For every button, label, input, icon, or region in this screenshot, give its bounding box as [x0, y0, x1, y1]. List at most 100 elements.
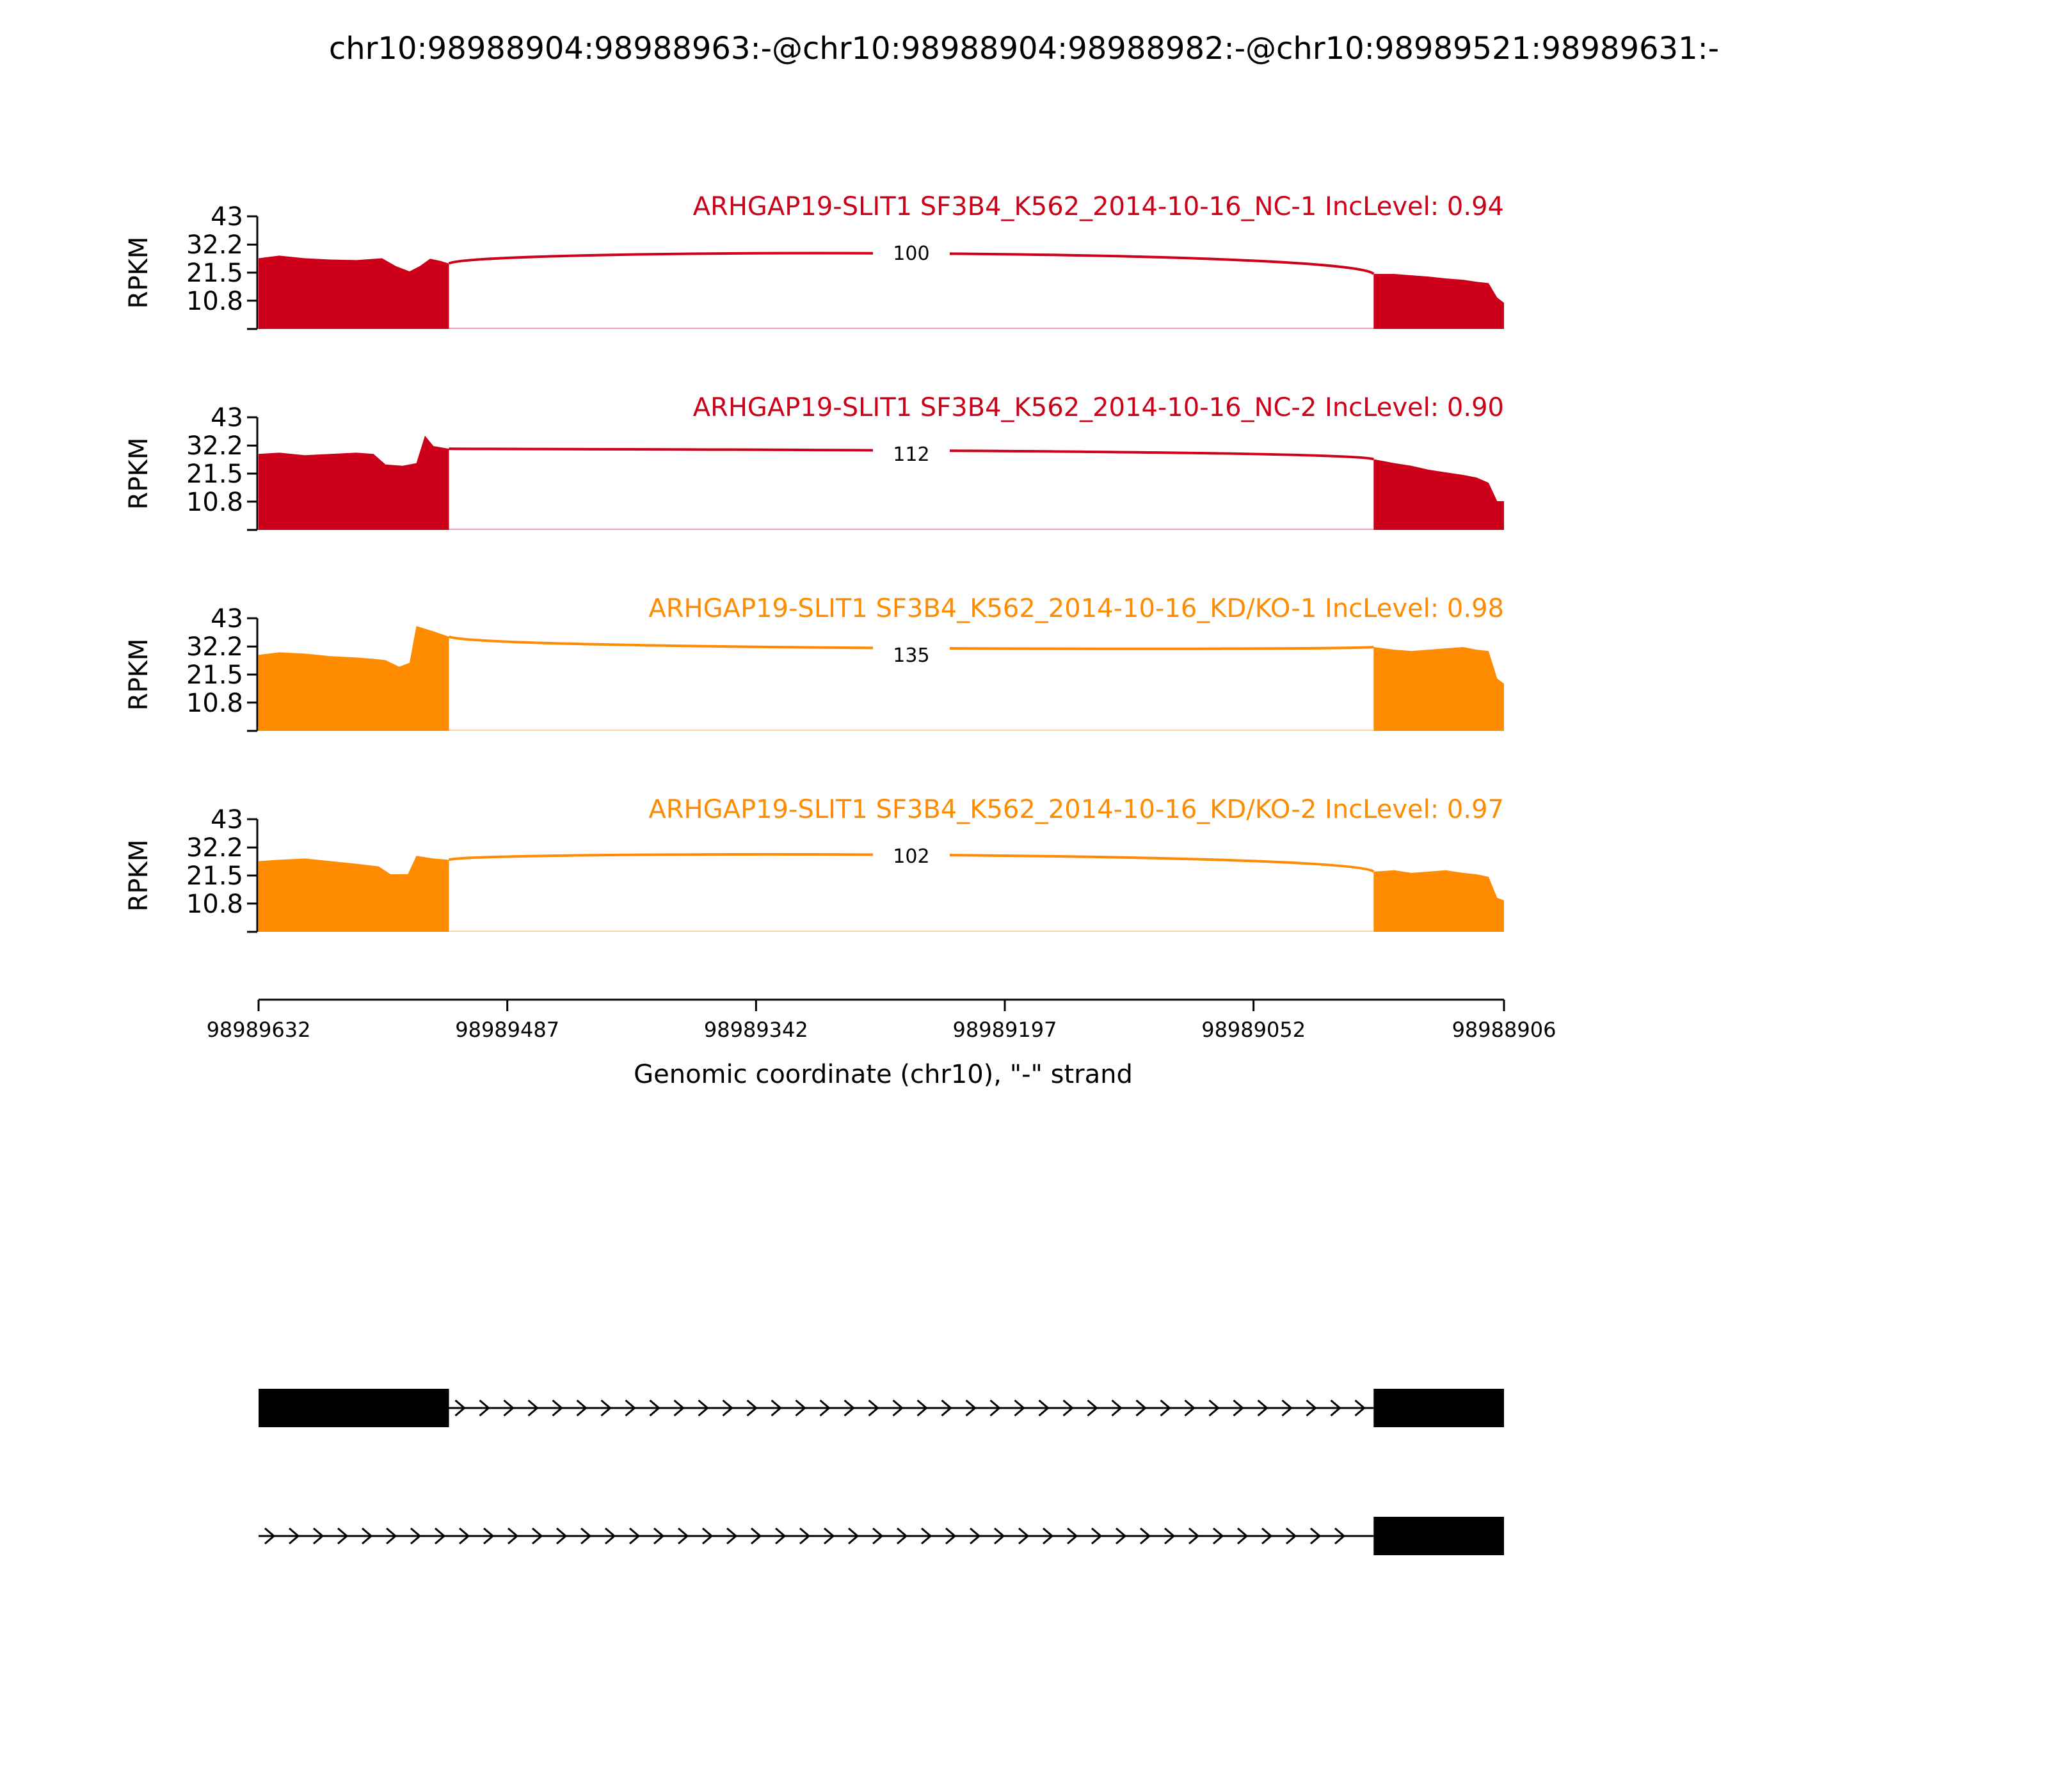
- coverage-area-exon2: [1373, 274, 1504, 329]
- strand-chevron: [1038, 1399, 1050, 1417]
- strand-chevron: [653, 1527, 665, 1545]
- series-label: ARHGAP19-SLIT1 SF3B4_K562_2014-10-16_KD/…: [648, 795, 1504, 824]
- strand-chevron: [1062, 1399, 1074, 1417]
- isoform-1: [259, 1389, 1504, 1427]
- y-tick-label: 43: [211, 604, 243, 634]
- strand-chevron: [1043, 1527, 1054, 1545]
- strand-chevron: [775, 1527, 787, 1545]
- strand-chevron: [771, 1399, 782, 1417]
- x-axis-label: Genomic coordinate (chr10), "-" strand: [634, 1060, 1133, 1089]
- y-tick-label: 32.2: [186, 230, 243, 260]
- coverage-area-exon1: [259, 856, 449, 932]
- x-tick-label: 98989052: [1201, 1018, 1306, 1042]
- coverage-area-exon2: [1373, 459, 1504, 530]
- y-axis-label: RPKM: [124, 237, 154, 309]
- strand-chevron: [1067, 1527, 1078, 1545]
- junction-count-bg: [872, 844, 950, 867]
- y-tick-label: 21.5: [186, 660, 243, 690]
- x-tick-label: 98989487: [455, 1018, 559, 1042]
- junction-count-bg: [872, 643, 950, 666]
- strand-chevron: [746, 1399, 758, 1417]
- exon-block: [1373, 1517, 1504, 1555]
- junction-count: 102: [893, 845, 929, 868]
- strand-chevron: [1014, 1399, 1025, 1417]
- strand-chevron: [1164, 1527, 1176, 1545]
- y-tick-label: 10.8: [186, 689, 243, 718]
- strand-chevron: [1188, 1527, 1200, 1545]
- strand-chevron: [1257, 1399, 1268, 1417]
- isoform-2: [259, 1517, 1504, 1555]
- strand-chevron: [965, 1399, 977, 1417]
- strand-chevron: [605, 1527, 616, 1545]
- strand-chevron: [1184, 1399, 1196, 1417]
- strand-chevron: [799, 1527, 811, 1545]
- exon-block: [1373, 1389, 1504, 1427]
- strand-chevron: [532, 1527, 543, 1545]
- series-label: ARHGAP19-SLIT1 SF3B4_K562_2014-10-16_KD/…: [648, 594, 1504, 623]
- strand-chevron: [994, 1527, 1005, 1545]
- y-tick-label: 10.8: [186, 890, 243, 919]
- strand-chevron: [1111, 1399, 1123, 1417]
- x-tick-label: 98989342: [704, 1018, 808, 1042]
- strand-chevron: [1116, 1527, 1127, 1545]
- coverage-area-exon1: [259, 626, 449, 731]
- strand-chevron: [527, 1399, 539, 1417]
- strand-chevron: [1018, 1527, 1030, 1545]
- strand-chevron: [751, 1527, 762, 1545]
- strand-chevron: [941, 1399, 952, 1417]
- x-axis: 98989632 98989487 98989342 98989197 98989052…: [207, 998, 1556, 1042]
- strand-chevron: [556, 1527, 568, 1545]
- x-tick-label: 98988906: [1452, 1018, 1556, 1042]
- y-tick-label: 32.2: [186, 632, 243, 662]
- strand-chevron: [1233, 1399, 1244, 1417]
- strand-chevron: [1281, 1399, 1293, 1417]
- strand-chevron: [726, 1527, 738, 1545]
- y-tick-label: 43: [211, 403, 243, 433]
- strand-chevron: [1334, 1527, 1346, 1545]
- strand-chevron: [1160, 1399, 1171, 1417]
- strand-chevron: [508, 1527, 519, 1545]
- coverage-area-exon1: [259, 255, 449, 329]
- strand-chevron: [1087, 1399, 1098, 1417]
- strand-chevron: [313, 1527, 324, 1545]
- strand-chevron: [410, 1527, 422, 1545]
- y-tick-label: 21.5: [186, 861, 243, 891]
- y-axis-label: RPKM: [124, 840, 154, 912]
- series-label: ARHGAP19-SLIT1 SF3B4_K562_2014-10-16_NC-…: [693, 393, 1504, 422]
- chart-title: chr10:98988904:98988963:-@chr10:98988904…: [329, 31, 1719, 67]
- strand-chevron: [989, 1399, 1001, 1417]
- strand-chevron: [362, 1527, 373, 1545]
- y-tick-label: 43: [211, 202, 243, 232]
- strand-chevron: [848, 1527, 860, 1545]
- junction-count-bg: [872, 241, 950, 264]
- coverage-area-exon2: [1373, 870, 1504, 932]
- series-label: ARHGAP19-SLIT1 SF3B4_K562_2014-10-16_NC-…: [693, 192, 1504, 221]
- y-tick-label: 21.5: [186, 460, 243, 489]
- y-tick-label: 32.2: [186, 431, 243, 461]
- strand-chevron: [678, 1527, 689, 1545]
- junction-count: 112: [893, 444, 929, 466]
- y-tick-label: 10.8: [186, 287, 243, 316]
- y-axis-label: RPKM: [124, 639, 154, 711]
- y-tick-label: 21.5: [186, 259, 243, 288]
- exon-block: [259, 1389, 449, 1427]
- strand-chevron: [576, 1399, 588, 1417]
- x-tick-label: 98989632: [207, 1018, 311, 1042]
- strand-chevron: [1286, 1527, 1297, 1545]
- strand-chevron: [483, 1527, 495, 1545]
- coverage-area-exon2: [1373, 647, 1504, 731]
- strand-chevron: [1237, 1527, 1249, 1545]
- strand-chevron: [479, 1399, 490, 1417]
- strand-chevron: [921, 1527, 932, 1545]
- strand-chevron: [386, 1527, 397, 1545]
- strand-chevron: [868, 1399, 879, 1417]
- strand-chevron: [819, 1399, 831, 1417]
- strand-chevron: [1208, 1399, 1220, 1417]
- strand-chevron: [824, 1527, 835, 1545]
